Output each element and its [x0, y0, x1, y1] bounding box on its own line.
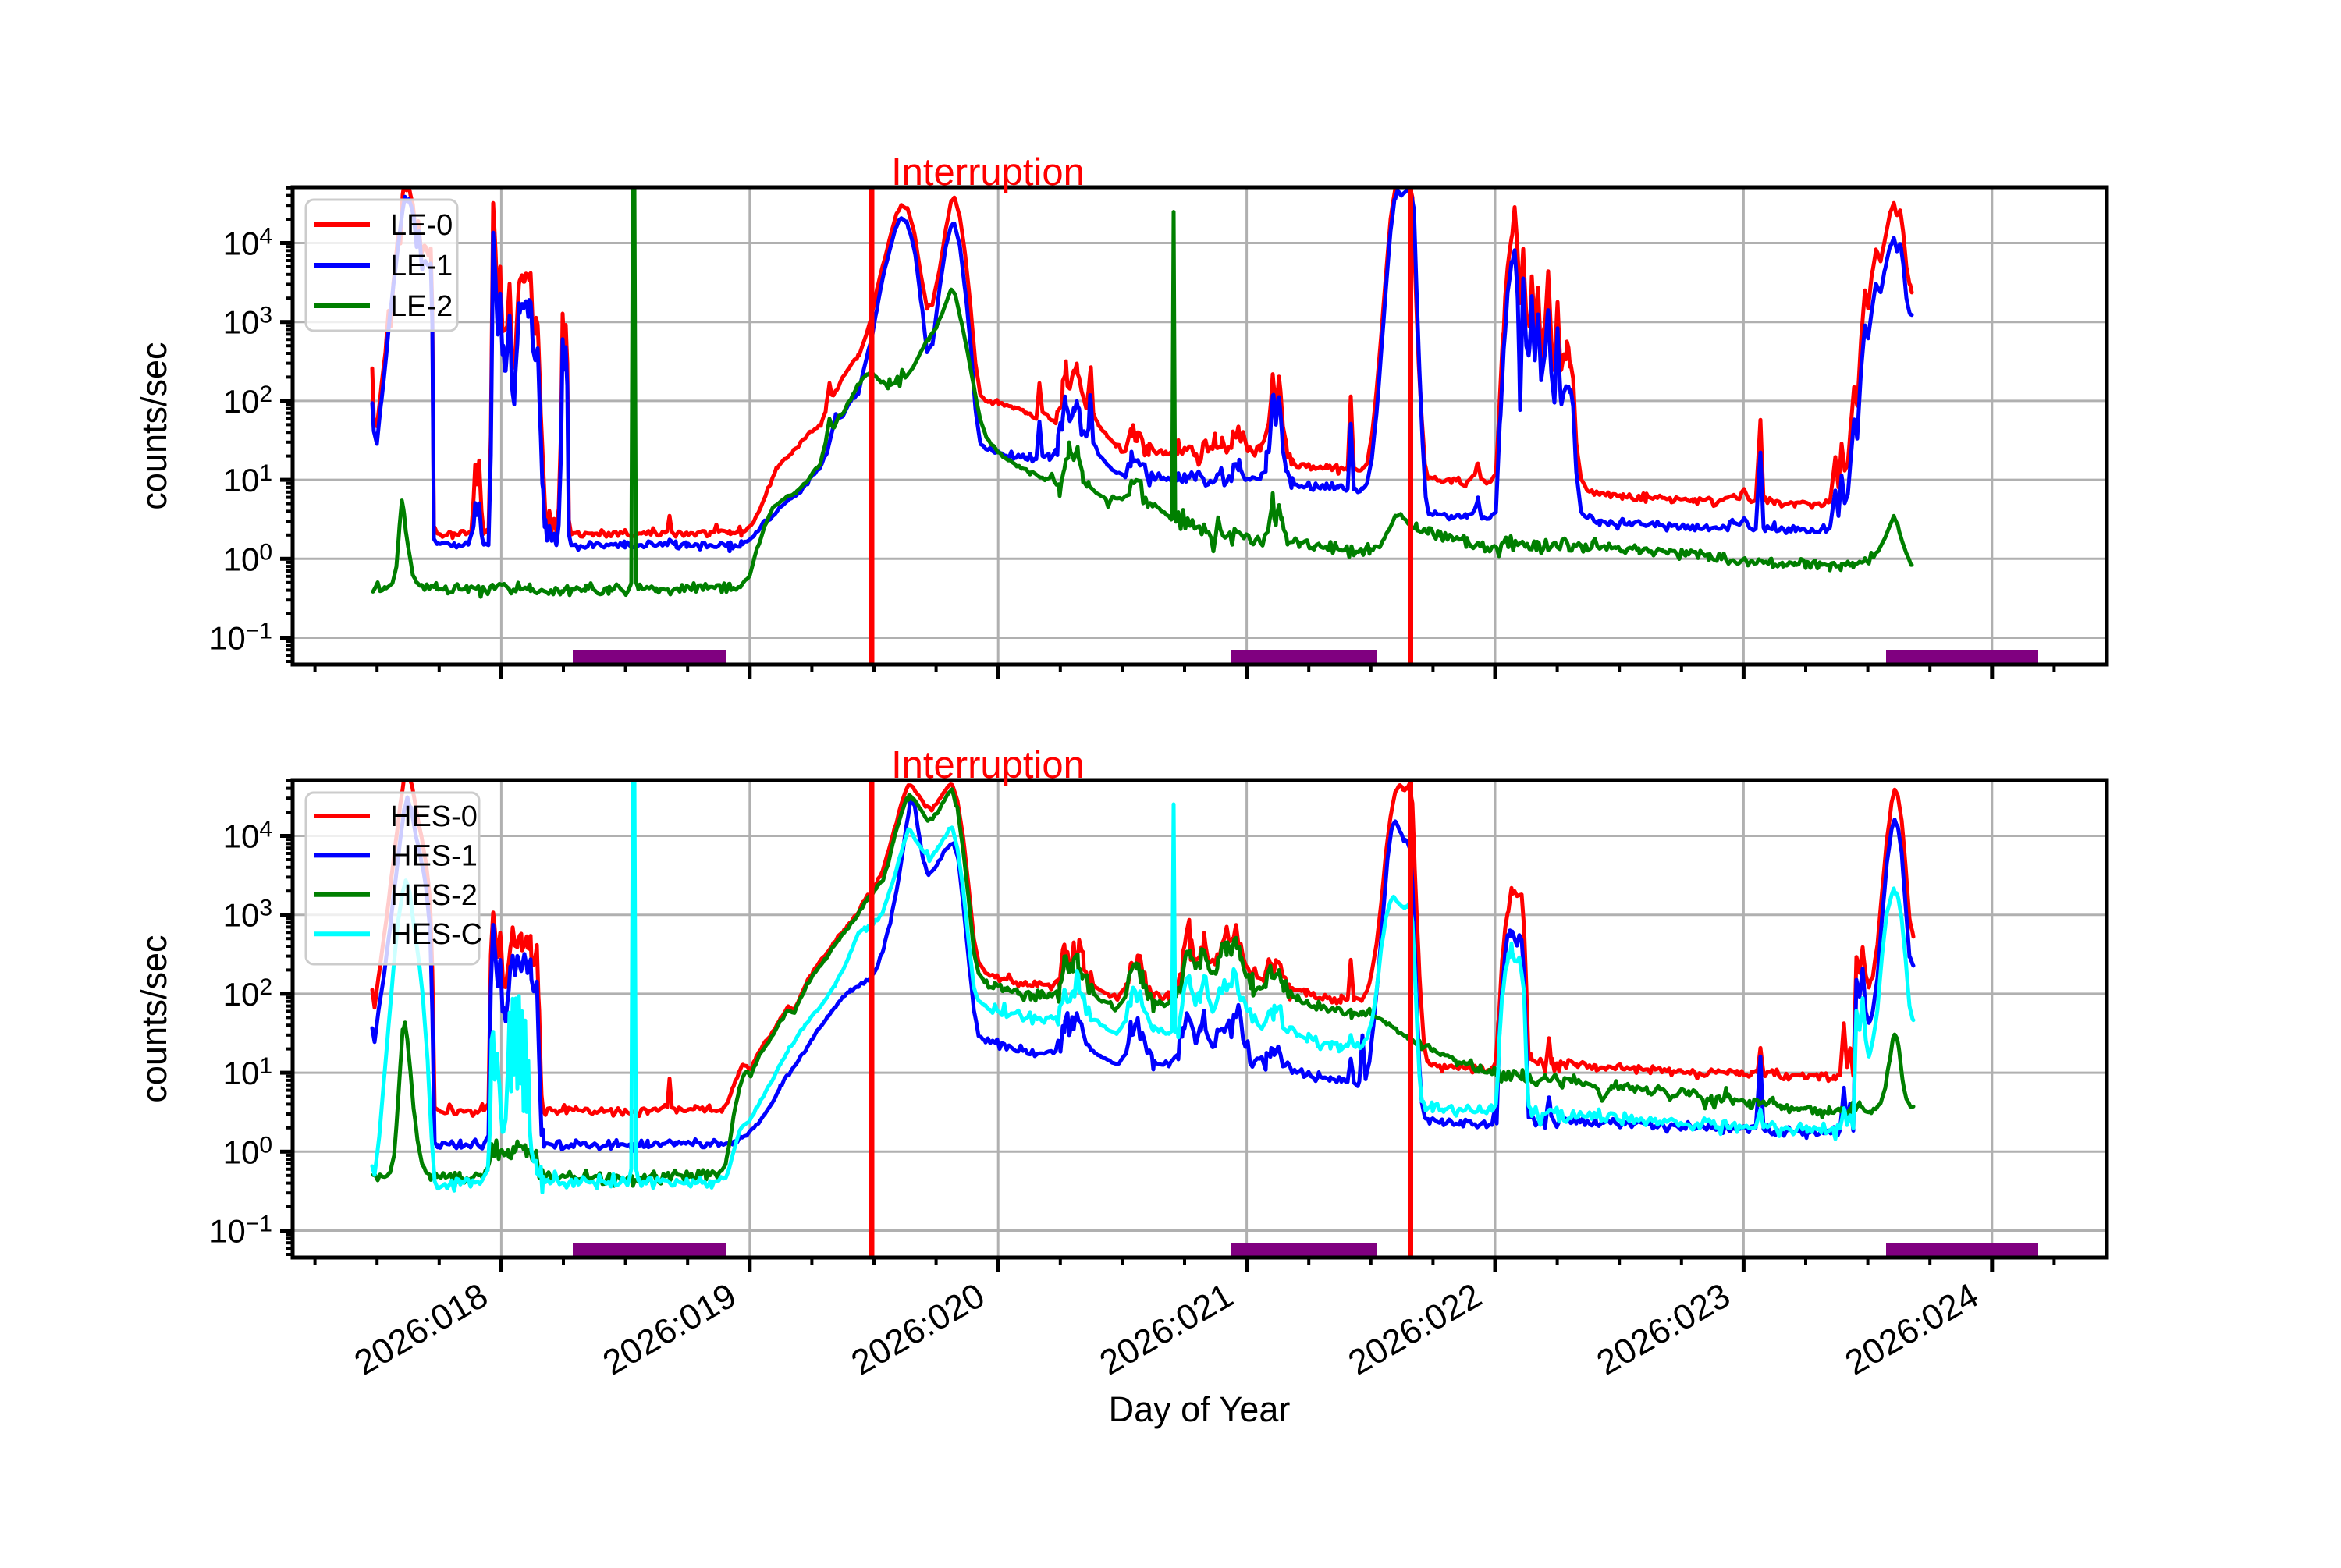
svg-text:Day of Year: Day of Year [1109, 1389, 1291, 1429]
svg-text:LE-1: LE-1 [390, 250, 453, 282]
svg-text:LE-0: LE-0 [390, 209, 453, 242]
svg-text:101: 101 [223, 1053, 272, 1091]
svg-text:counts/sec: counts/sec [134, 935, 174, 1102]
svg-text:HES-C: HES-C [390, 918, 482, 951]
svg-text:Interruption: Interruption [891, 744, 1085, 786]
svg-text:HES-0: HES-0 [390, 800, 478, 833]
svg-text:HES-1: HES-1 [390, 839, 478, 872]
svg-text:HES-2: HES-2 [390, 879, 478, 912]
svg-text:Interruption: Interruption [891, 151, 1085, 193]
svg-text:LE-2: LE-2 [390, 290, 453, 323]
svg-text:103: 103 [223, 303, 272, 341]
svg-text:counts/sec: counts/sec [134, 342, 174, 509]
